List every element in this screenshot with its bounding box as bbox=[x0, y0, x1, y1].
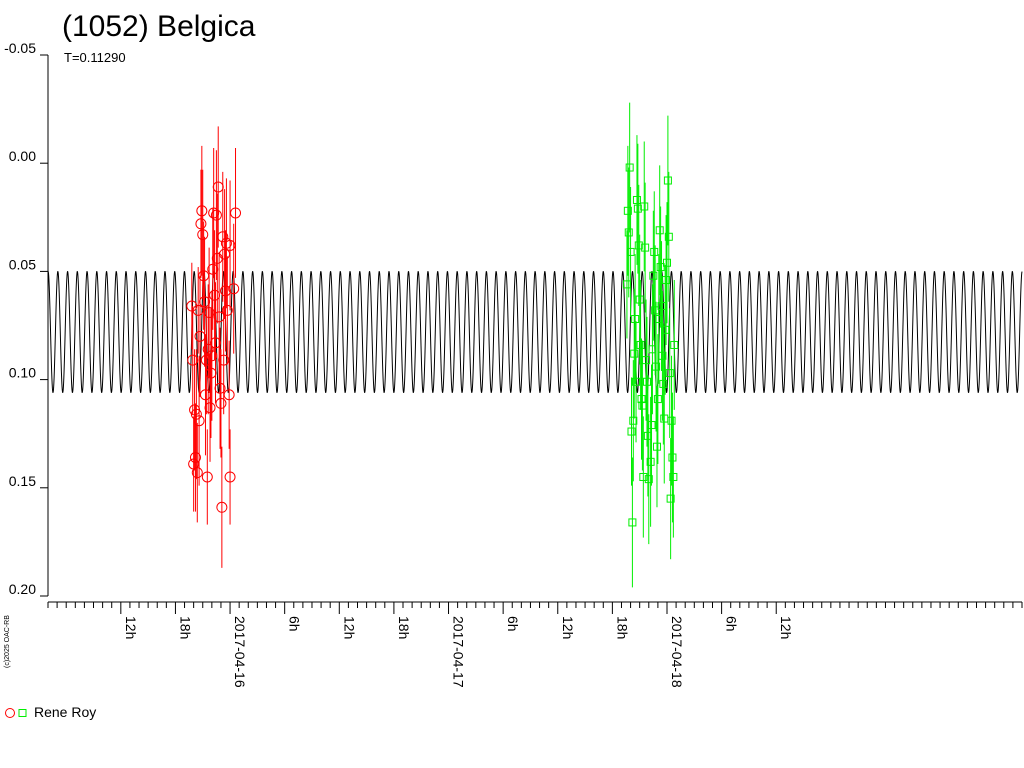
data-point bbox=[202, 343, 214, 355]
data-point bbox=[664, 232, 673, 241]
credit-text: (c)2025 OAC-RB bbox=[4, 615, 11, 668]
data-point bbox=[204, 402, 216, 414]
data-point bbox=[634, 241, 643, 250]
data-point bbox=[629, 416, 638, 425]
x-tick-label: 2017-04-18 bbox=[669, 616, 685, 688]
legend-label: Rene Roy bbox=[34, 704, 97, 720]
data-point bbox=[667, 416, 676, 425]
data-point bbox=[666, 494, 675, 503]
data-point bbox=[668, 453, 677, 462]
x-tick-label: 12h bbox=[778, 616, 794, 639]
x-tick-label: 6h bbox=[287, 616, 303, 632]
axes: -0.05 0.00 0.05 0.10 0.15 0.20 12h 18h 2017-04-1… bbox=[4, 40, 1023, 688]
data-point bbox=[635, 295, 644, 304]
series-layer bbox=[186, 102, 679, 588]
x-tick-label: 18h bbox=[614, 616, 630, 639]
data-point bbox=[626, 247, 635, 256]
data-point bbox=[187, 354, 199, 366]
data-point bbox=[663, 176, 672, 185]
data-point bbox=[665, 369, 674, 378]
y-tick-label: 0.05 bbox=[9, 256, 36, 272]
x-tick-label: 2017-04-17 bbox=[451, 616, 467, 688]
data-point bbox=[215, 397, 227, 409]
data-point bbox=[646, 457, 655, 466]
chart-title: (1052) Belgica bbox=[62, 10, 256, 43]
x-tick-label: 12h bbox=[560, 616, 576, 639]
data-point bbox=[647, 421, 656, 430]
data-point bbox=[624, 228, 633, 237]
data-point bbox=[642, 356, 651, 365]
data-point bbox=[628, 518, 637, 527]
data-point bbox=[196, 205, 208, 217]
data-point bbox=[214, 382, 226, 394]
data-point bbox=[197, 229, 209, 241]
legend: Rene Roy bbox=[4, 704, 96, 720]
data-point bbox=[630, 349, 639, 358]
data-point bbox=[658, 351, 667, 360]
data-point bbox=[653, 395, 662, 404]
data-point bbox=[633, 204, 642, 213]
data-point bbox=[189, 452, 201, 464]
data-point bbox=[649, 271, 658, 280]
data-point bbox=[632, 377, 641, 386]
series-0 bbox=[186, 126, 242, 568]
data-point bbox=[228, 283, 240, 295]
legend-circle-marker bbox=[5, 708, 15, 718]
data-point bbox=[639, 472, 648, 481]
data-point bbox=[224, 471, 236, 483]
data-point bbox=[659, 379, 668, 388]
data-point bbox=[216, 501, 228, 513]
data-point bbox=[190, 408, 202, 420]
y-tick-label: -0.05 bbox=[4, 40, 36, 56]
x-tick-label: 6h bbox=[505, 616, 521, 632]
data-point bbox=[230, 207, 242, 219]
data-point bbox=[662, 258, 671, 267]
data-point bbox=[223, 389, 235, 401]
data-point bbox=[670, 340, 679, 349]
x-tick-label: 6h bbox=[724, 616, 740, 632]
data-point bbox=[669, 472, 678, 481]
data-point bbox=[193, 415, 205, 427]
data-point bbox=[656, 263, 665, 272]
y-tick-label: 0.00 bbox=[9, 148, 36, 164]
data-point bbox=[631, 315, 640, 324]
legend-markers bbox=[5, 708, 27, 718]
data-point bbox=[625, 163, 634, 172]
x-tick-label: 12h bbox=[341, 616, 357, 639]
data-point bbox=[650, 247, 659, 256]
series-1 bbox=[622, 102, 679, 588]
data-point bbox=[627, 427, 636, 436]
y-tick-label: 0.15 bbox=[9, 473, 36, 489]
data-point bbox=[210, 209, 222, 221]
chart-subtitle: T=0.11290 bbox=[64, 50, 126, 65]
data-point bbox=[655, 226, 664, 235]
data-point bbox=[221, 304, 233, 316]
data-point bbox=[652, 442, 661, 451]
data-point bbox=[637, 395, 646, 404]
data-point bbox=[206, 350, 218, 362]
x-tick-label: 2017-04-16 bbox=[232, 616, 248, 688]
y-tick-label: 0.10 bbox=[9, 365, 36, 381]
x-tick-label: 18h bbox=[396, 616, 412, 639]
data-point bbox=[662, 276, 671, 285]
legend-square-marker bbox=[18, 709, 27, 717]
data-point bbox=[641, 243, 650, 252]
data-point bbox=[217, 231, 229, 243]
data-point bbox=[632, 195, 641, 204]
data-point bbox=[644, 475, 653, 484]
data-point bbox=[661, 325, 670, 334]
data-point bbox=[640, 202, 649, 211]
x-tick-label: 18h bbox=[177, 616, 193, 639]
x-tick-label: 12h bbox=[123, 616, 139, 639]
data-point bbox=[623, 206, 632, 215]
data-point bbox=[195, 218, 207, 230]
data-point bbox=[636, 340, 645, 349]
data-point bbox=[191, 467, 203, 479]
data-point bbox=[642, 377, 651, 386]
data-point bbox=[652, 362, 661, 371]
y-tick-label: 0.20 bbox=[9, 581, 36, 597]
data-point bbox=[201, 471, 213, 483]
